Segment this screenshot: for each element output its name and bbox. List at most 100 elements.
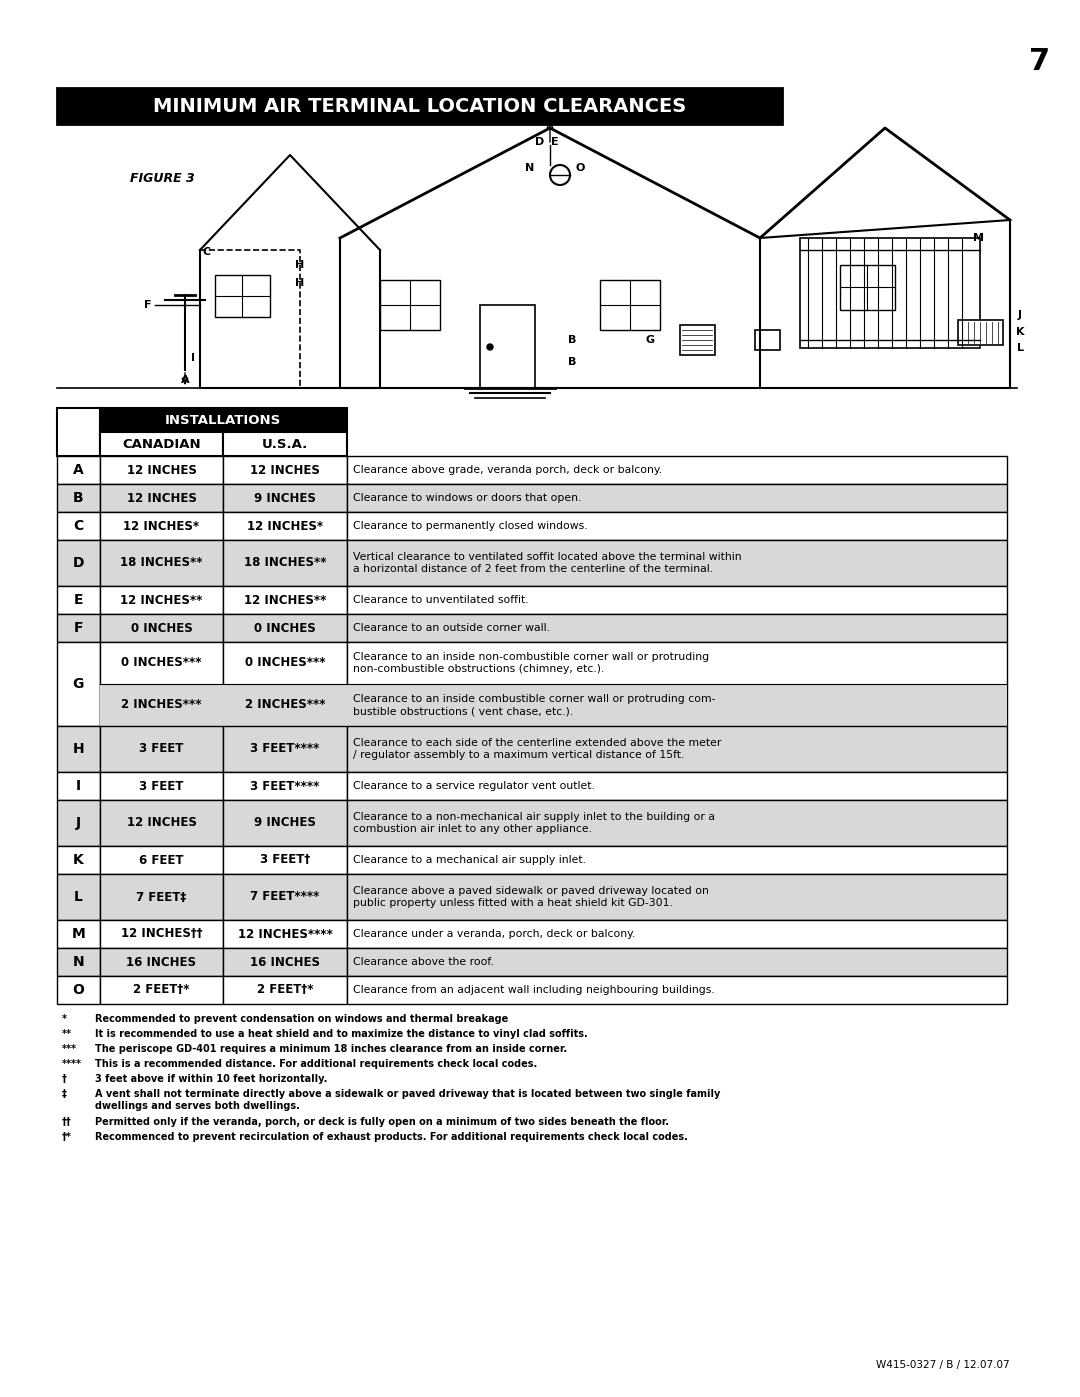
Bar [99, 615, 224, 643]
Text: H: H [295, 278, 305, 288]
Text: CANADIAN: CANADIAN [122, 437, 201, 450]
Text: 3 FEET****: 3 FEET**** [251, 780, 320, 792]
Text: 2 INCHES***: 2 INCHES*** [245, 698, 325, 711]
Bar [57, 88, 782, 124]
Text: ††: †† [62, 1118, 71, 1127]
Bar [224, 847, 347, 875]
Bar [347, 875, 1007, 921]
Bar [347, 685, 1007, 726]
Bar [347, 773, 1007, 800]
Bar [99, 847, 224, 875]
Bar [99, 977, 224, 1004]
Bar [57, 511, 99, 541]
Text: Clearance to a service regulator vent outlet.: Clearance to a service regulator vent ou… [353, 781, 595, 791]
Bar [99, 949, 224, 977]
Text: 9 INCHES: 9 INCHES [254, 492, 316, 504]
Text: Clearance to a non-mechanical air supply inlet to the building or a
combustion a: Clearance to a non-mechanical air supply… [353, 812, 715, 834]
Text: J: J [76, 816, 81, 830]
Text: Clearance to an inside non-combustible corner wall or protruding
non-combustible: Clearance to an inside non-combustible c… [353, 652, 708, 675]
Text: The periscope GD-401 requires a minimum 18 inches clearance from an inside corne: The periscope GD-401 requires a minimum … [95, 1044, 567, 1053]
Bar [57, 949, 99, 977]
Text: 12 INCHES: 12 INCHES [126, 464, 197, 476]
Bar [99, 773, 224, 800]
Bar [224, 541, 347, 585]
Text: Recommended to prevent condensation on windows and thermal breakage: Recommended to prevent condensation on w… [95, 1014, 509, 1024]
Text: E: E [551, 137, 558, 147]
Text: K: K [73, 854, 84, 868]
Text: Clearance to an inside combustible corner wall or protruding com-
bustible obstr: Clearance to an inside combustible corne… [353, 694, 715, 717]
Text: 2 INCHES***: 2 INCHES*** [121, 698, 202, 711]
Text: O: O [576, 163, 584, 173]
Text: Clearance above a paved sidewalk or paved driveway located on
public property un: Clearance above a paved sidewalk or pave… [353, 886, 708, 908]
Text: 3 FEET†: 3 FEET† [260, 854, 310, 866]
Text: D: D [72, 556, 84, 570]
Text: F: F [145, 300, 152, 310]
Bar [224, 585, 347, 615]
Text: *: * [62, 1014, 67, 1024]
Text: 12 INCHES****: 12 INCHES**** [238, 928, 333, 940]
Text: 2 FEET†*: 2 FEET†* [257, 983, 313, 996]
Text: B: B [73, 490, 83, 504]
Text: †: † [62, 1074, 67, 1084]
Text: Clearance from an adjacent wall including neighbouring buildings.: Clearance from an adjacent wall includin… [353, 985, 715, 995]
Bar [224, 455, 347, 483]
Text: C: C [203, 247, 211, 257]
Text: Clearance under a veranda, porch, deck or balcony.: Clearance under a veranda, porch, deck o… [353, 929, 635, 939]
Bar [99, 483, 224, 511]
Text: I: I [76, 780, 81, 793]
Text: 12 INCHES: 12 INCHES [126, 816, 197, 830]
Text: H: H [72, 742, 84, 756]
Text: FIGURE 3: FIGURE 3 [130, 172, 194, 184]
Text: A: A [73, 462, 84, 476]
Text: ‡: ‡ [62, 1090, 67, 1099]
Text: **: ** [62, 1030, 72, 1039]
Bar [57, 800, 99, 847]
Text: ****: **** [62, 1059, 82, 1069]
Bar [480, 305, 535, 388]
Text: Permitted only if the veranda, porch, or deck is fully open on a minimum of two : Permitted only if the veranda, porch, or… [95, 1118, 669, 1127]
Bar [380, 279, 440, 330]
Bar [215, 275, 270, 317]
Text: Vertical clearance to ventilated soffit located above the terminal within
a hori: Vertical clearance to ventilated soffit … [353, 552, 741, 574]
Bar [958, 320, 1003, 345]
Text: 0 INCHES***: 0 INCHES*** [245, 657, 325, 669]
Bar [347, 949, 1007, 977]
Bar [57, 875, 99, 921]
Bar [99, 875, 224, 921]
Text: 12 INCHES**: 12 INCHES** [120, 594, 203, 606]
Text: L: L [73, 890, 83, 904]
Bar [57, 408, 99, 455]
Bar [224, 949, 347, 977]
Text: ***: *** [62, 1044, 77, 1053]
Bar [347, 615, 1007, 643]
Bar [224, 432, 347, 455]
Bar [347, 585, 1007, 615]
Bar [99, 408, 347, 432]
Text: Clearance to a mechanical air supply inlet.: Clearance to a mechanical air supply inl… [353, 855, 585, 865]
Text: 12 INCHES**: 12 INCHES** [244, 594, 326, 606]
Text: This is a recommended distance. For additional requirements check local codes.: This is a recommended distance. For addi… [95, 1059, 537, 1069]
Text: O: O [72, 983, 84, 997]
Bar [840, 265, 895, 310]
Text: 7 FEET****: 7 FEET**** [251, 890, 320, 904]
Bar [57, 585, 99, 615]
Text: W415-0327 / B / 12.07.07: W415-0327 / B / 12.07.07 [876, 1361, 1010, 1370]
Text: Clearance above grade, veranda porch, deck or balcony.: Clearance above grade, veranda porch, de… [353, 465, 662, 475]
Bar [57, 847, 99, 875]
Text: 9 INCHES: 9 INCHES [254, 816, 316, 830]
Text: 12 INCHES*: 12 INCHES* [247, 520, 323, 532]
Text: A vent shall not terminate directly above a sidewalk or paved driveway that is l: A vent shall not terminate directly abov… [95, 1090, 720, 1112]
Text: 6 FEET: 6 FEET [139, 854, 184, 866]
Bar [224, 977, 347, 1004]
Bar [57, 773, 99, 800]
Bar [99, 800, 224, 847]
Text: 3 FEET****: 3 FEET**** [251, 742, 320, 756]
Bar [600, 279, 660, 330]
Bar [347, 541, 1007, 585]
Text: L: L [1016, 344, 1024, 353]
Bar [224, 726, 347, 773]
Text: C: C [73, 520, 83, 534]
Text: 0 INCHES: 0 INCHES [254, 622, 315, 634]
Text: 3 FEET: 3 FEET [139, 742, 184, 756]
Bar [224, 921, 347, 949]
